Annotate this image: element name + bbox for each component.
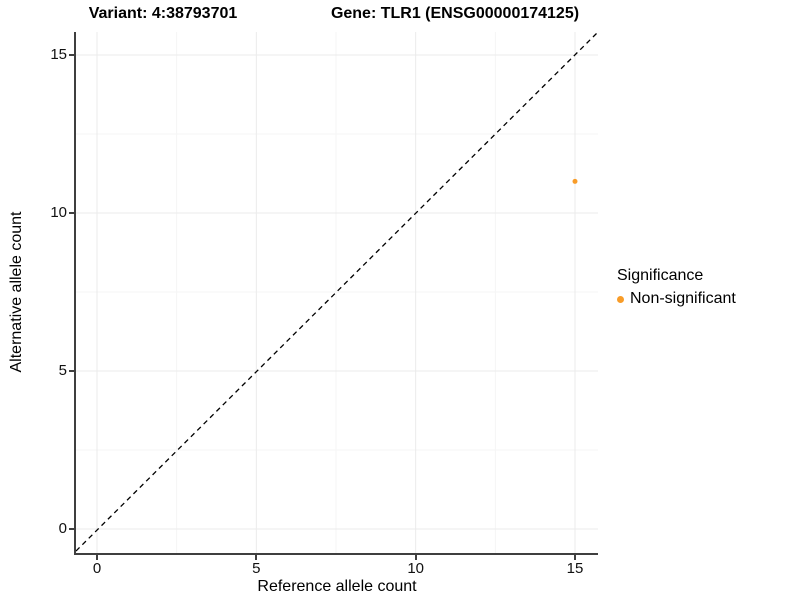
legend-title: Significance <box>617 267 704 284</box>
y-tick-mark <box>69 370 74 372</box>
legend-item: Non-significant <box>617 290 736 308</box>
y-axis-title: Alternative allele count <box>8 211 25 373</box>
x-tick-label: 15 <box>566 560 584 577</box>
x-tick-mark <box>255 555 258 560</box>
x-tick-mark <box>96 555 98 560</box>
x-tick-mark <box>414 555 417 560</box>
y-tick-mark <box>69 212 74 214</box>
x-tick-label: 10 <box>407 560 424 577</box>
plot-area <box>76 32 598 553</box>
y-tick-label: 5 <box>58 362 67 379</box>
legend-point-icon <box>617 295 624 303</box>
y-tick-mark <box>69 54 74 56</box>
variant-title: Variant: 4:38793701 <box>88 5 238 22</box>
plot-panel <box>74 32 598 555</box>
legend-item-label: Non-significant <box>630 290 736 307</box>
data-point[interactable] <box>572 178 578 184</box>
x-tick-label: 5 <box>252 560 261 577</box>
y-tick-mark <box>69 528 74 530</box>
x-axis-title: Reference allele count <box>257 578 417 595</box>
x-tick-mark <box>574 555 576 560</box>
identity-line <box>76 32 598 552</box>
y-tick-label: 10 <box>50 204 67 221</box>
y-tick-label: 0 <box>58 520 67 537</box>
x-tick-label: 0 <box>92 560 102 577</box>
legend: Significance Non-significant <box>617 267 736 308</box>
y-tick-label: 15 <box>50 46 67 63</box>
gene-title: Gene: TLR1 (ENSG00000174125) <box>330 5 580 22</box>
